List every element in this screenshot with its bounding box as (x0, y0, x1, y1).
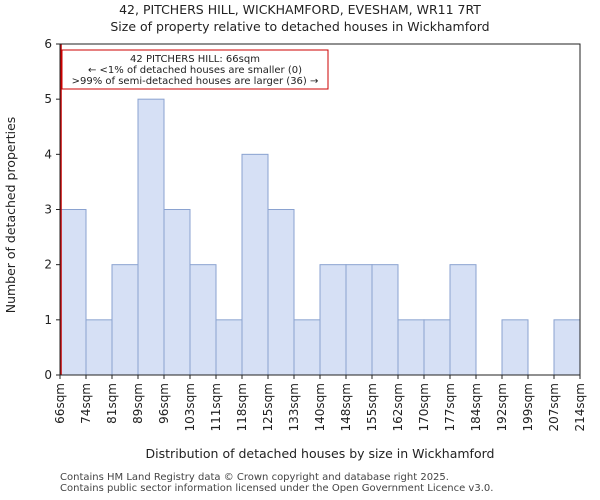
x-tick-label: 214sqm (573, 383, 587, 431)
annotation-line-2: ← <1% of detached houses are smaller (0) (88, 65, 302, 76)
y-axis-label: Number of detached properties (3, 117, 18, 314)
bar-89sqm (137, 98, 165, 376)
x-tick-label: 199sqm (521, 383, 535, 431)
x-tick-label: 162sqm (391, 383, 405, 431)
bar-125sqm (267, 209, 295, 376)
plot-frame (59, 43, 581, 376)
y-tick-label: 0 (44, 368, 52, 382)
annotation-box: 42 PITCHERS HILL: 66sqm ← <1% of detache… (61, 49, 329, 90)
footer-line-2: Contains public sector information licen… (60, 483, 494, 494)
bars-group (59, 98, 581, 376)
bar-66sqm (59, 209, 87, 376)
y-tick-label: 5 (44, 92, 52, 106)
bar-118sqm (241, 153, 269, 376)
x-tick-label: 103sqm (183, 383, 197, 431)
bar-170sqm (423, 319, 451, 376)
y-tick-label: 6 (44, 37, 52, 51)
chart-title: 42, PITCHERS HILL, WICKHAMFORD, EVESHAM,… (119, 2, 481, 17)
x-tick-label: 66sqm (53, 383, 67, 424)
chart-subtitle: Size of property relative to detached ho… (110, 19, 489, 34)
bar-96sqm (163, 209, 191, 376)
x-tick-label: 125sqm (261, 383, 275, 431)
annotation-line-3: >99% of semi-detached houses are larger … (72, 76, 319, 87)
bar-177sqm (449, 264, 477, 376)
annotation-line-1: 42 PITCHERS HILL: 66sqm (130, 54, 260, 65)
y-tick-label: 3 (44, 203, 52, 217)
bar-155sqm (371, 264, 399, 376)
x-tick-label: 170sqm (417, 383, 431, 431)
annotation-border (61, 49, 329, 90)
bar-162sqm (397, 319, 425, 376)
x-tick-label: 148sqm (339, 383, 353, 431)
bar-74sqm (85, 319, 113, 376)
x-tick-label: 81sqm (105, 383, 119, 424)
x-tick-label: 118sqm (235, 383, 249, 431)
x-tick-label: 192sqm (495, 383, 509, 431)
bar-133sqm (293, 319, 321, 376)
x-tick-label: 89sqm (131, 383, 145, 424)
bar-148sqm (345, 264, 373, 376)
x-tick-label: 207sqm (547, 383, 561, 431)
x-tick-label: 140sqm (313, 383, 327, 431)
bar-81sqm (111, 264, 139, 376)
y-tick-label: 4 (44, 147, 52, 161)
x-tick-label: 133sqm (287, 383, 301, 431)
y-tick-label: 1 (44, 313, 52, 327)
x-tick-label: 184sqm (469, 383, 483, 431)
x-tick-label: 177sqm (443, 383, 457, 431)
y-tick-label: 2 (44, 258, 52, 272)
x-axis-ticks: 66sqm 74sqm 81sqm 89sqm 96sqm 103sqm 111sqm 118… (53, 375, 587, 431)
bar-111sqm (215, 319, 243, 376)
bar-140sqm (319, 264, 347, 376)
x-tick-label: 155sqm (365, 383, 379, 431)
x-axis-label: Distribution of detached houses by size … (146, 446, 495, 461)
bar-103sqm (189, 264, 217, 376)
bar-192sqm (501, 319, 529, 376)
bar-207sqm (553, 319, 581, 376)
x-tick-label: 74sqm (79, 383, 93, 424)
x-tick-label: 111sqm (209, 383, 223, 431)
y-axis-ticks: 0 1 2 3 4 5 6 (44, 37, 60, 382)
x-tick-label: 96sqm (157, 383, 171, 424)
footer-line-1: Contains HM Land Registry data © Crown c… (60, 472, 449, 483)
